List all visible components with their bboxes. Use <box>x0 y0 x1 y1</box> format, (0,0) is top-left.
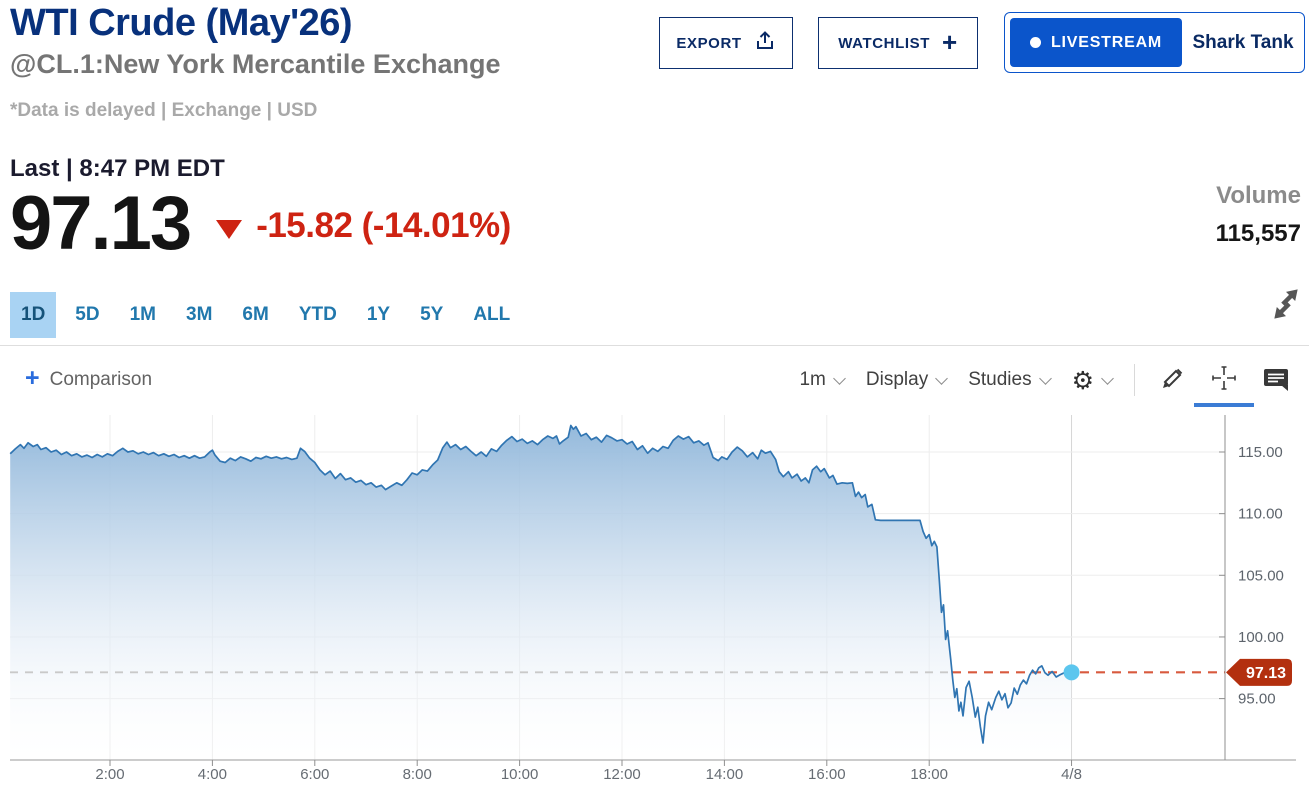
tray-arrow-up-icon <box>754 30 776 56</box>
add-comparison-button[interactable]: + Comparison <box>25 364 153 392</box>
price-change: -15.82 (-14.01%) <box>256 206 511 245</box>
svg-text:14:00: 14:00 <box>706 766 744 783</box>
crosshair-icon <box>1209 363 1239 398</box>
watchlist-label: WATCHLIST <box>838 34 930 52</box>
crosshair-tool-button[interactable] <box>1194 363 1254 407</box>
comparison-label: Comparison <box>49 368 153 390</box>
expand-chart-button[interactable] <box>1268 283 1304 325</box>
price-chart[interactable]: 2:00 4:00 6:00 8:00 10:00 12:00 14:00 16:00 18:0… <box>0 415 1309 789</box>
divider <box>0 345 1309 346</box>
chevron-down-icon <box>833 371 846 385</box>
price-row: 97.13 -15.82 (-14.01%) <box>10 186 511 262</box>
studies-label: Studies <box>968 369 1032 390</box>
export-label: EXPORT <box>676 34 742 52</box>
comment-icon <box>1262 364 1290 397</box>
range-tab-3m[interactable]: 3M <box>186 304 213 325</box>
active-tool-indicator <box>1194 403 1254 407</box>
range-tab-1y[interactable]: 1Y <box>366 304 391 325</box>
range-tab-5d[interactable]: 5D <box>75 304 100 325</box>
volume-label: Volume <box>1216 182 1301 209</box>
plus-icon: + <box>941 26 958 57</box>
comments-button[interactable] <box>1261 365 1291 395</box>
display-label: Display <box>865 369 929 390</box>
triangle-down-icon <box>216 219 243 239</box>
svg-text:4/8: 4/8 <box>1061 766 1082 783</box>
plus-icon: + <box>25 364 40 392</box>
last-timestamp: Last | 8:47 PM EDT <box>10 155 225 182</box>
svg-text:16:00: 16:00 <box>808 766 846 783</box>
dot-icon <box>1029 37 1041 48</box>
range-tab-bar: 1D 5D 1M 3M 6M YTD 1Y 5Y ALL <box>10 292 529 338</box>
svg-text:4:00: 4:00 <box>198 766 227 783</box>
x-axis-labels: 2:00 4:00 6:00 8:00 10:00 12:00 14:00 16:00 18:0… <box>95 760 1082 783</box>
data-delayed-note: *Data is delayed | Exchange | USD <box>10 100 318 121</box>
export-button[interactable]: EXPORT <box>659 17 793 69</box>
livestream-group: LIVESTREAM Shark Tank <box>1004 12 1305 73</box>
livestream-button[interactable]: LIVESTREAM <box>1010 18 1182 67</box>
y-axis-labels: 115.00 110.00 105.00 100.00 95.00 <box>1219 444 1284 708</box>
last-price-dot <box>1063 664 1080 681</box>
chevron-down-icon <box>935 371 949 385</box>
range-tab-1m[interactable]: 1M <box>129 304 156 325</box>
svg-text:105.00: 105.00 <box>1238 567 1284 584</box>
svg-text:97.13: 97.13 <box>1246 665 1286 682</box>
diagonal-arrows-icon <box>1268 289 1304 329</box>
svg-text:95.00: 95.00 <box>1238 691 1276 708</box>
draw-tool-button[interactable] <box>1157 365 1187 395</box>
price-area-fill <box>10 425 1072 760</box>
livestream-show-title[interactable]: Shark Tank <box>1192 31 1294 53</box>
svg-text:110.00: 110.00 <box>1238 506 1283 523</box>
page-title: WTI Crude (May'26) <box>10 2 353 44</box>
chevron-down-icon <box>1038 371 1052 385</box>
range-tab-1d[interactable]: 1D <box>10 292 57 338</box>
pencil-icon <box>1158 364 1186 397</box>
symbol-exchange: @CL.1:New York Mercantile Exchange <box>10 49 501 79</box>
interval-dropdown[interactable]: 1m <box>799 369 846 391</box>
chart-toolbar: 1m Display Studies ⚙ <box>770 358 1291 407</box>
svg-text:6:00: 6:00 <box>300 766 329 783</box>
gear-icon: ⚙ <box>1071 365 1094 395</box>
interval-label: 1m <box>799 369 826 390</box>
studies-dropdown[interactable]: Studies <box>968 369 1052 391</box>
livestream-label: LIVESTREAM <box>1050 33 1163 51</box>
chart-settings-dropdown[interactable]: ⚙ <box>1071 365 1114 395</box>
svg-text:18:00: 18:00 <box>910 766 948 783</box>
volume-value: 115,557 <box>1215 220 1301 247</box>
last-price-tag: 97.13 <box>1226 658 1292 686</box>
watchlist-button[interactable]: WATCHLIST + <box>818 17 978 69</box>
range-tab-5y[interactable]: 5Y <box>420 304 444 325</box>
volume-box: Volume 115,557 <box>1216 182 1301 248</box>
last-price: 97.13 <box>10 181 192 266</box>
svg-text:100.00: 100.00 <box>1238 629 1284 646</box>
svg-text:8:00: 8:00 <box>403 766 432 783</box>
svg-text:2:00: 2:00 <box>95 766 124 783</box>
svg-text:10:00: 10:00 <box>501 766 539 783</box>
display-dropdown[interactable]: Display <box>865 369 949 391</box>
range-tab-6m[interactable]: 6M <box>242 304 269 325</box>
svg-text:12:00: 12:00 <box>603 766 641 783</box>
range-tab-all[interactable]: ALL <box>473 304 511 325</box>
range-tab-ytd[interactable]: YTD <box>298 304 337 325</box>
price-line <box>9 424 1073 744</box>
chevron-down-icon <box>1101 371 1114 385</box>
svg-text:115.00: 115.00 <box>1238 444 1283 461</box>
divider <box>1134 364 1135 396</box>
